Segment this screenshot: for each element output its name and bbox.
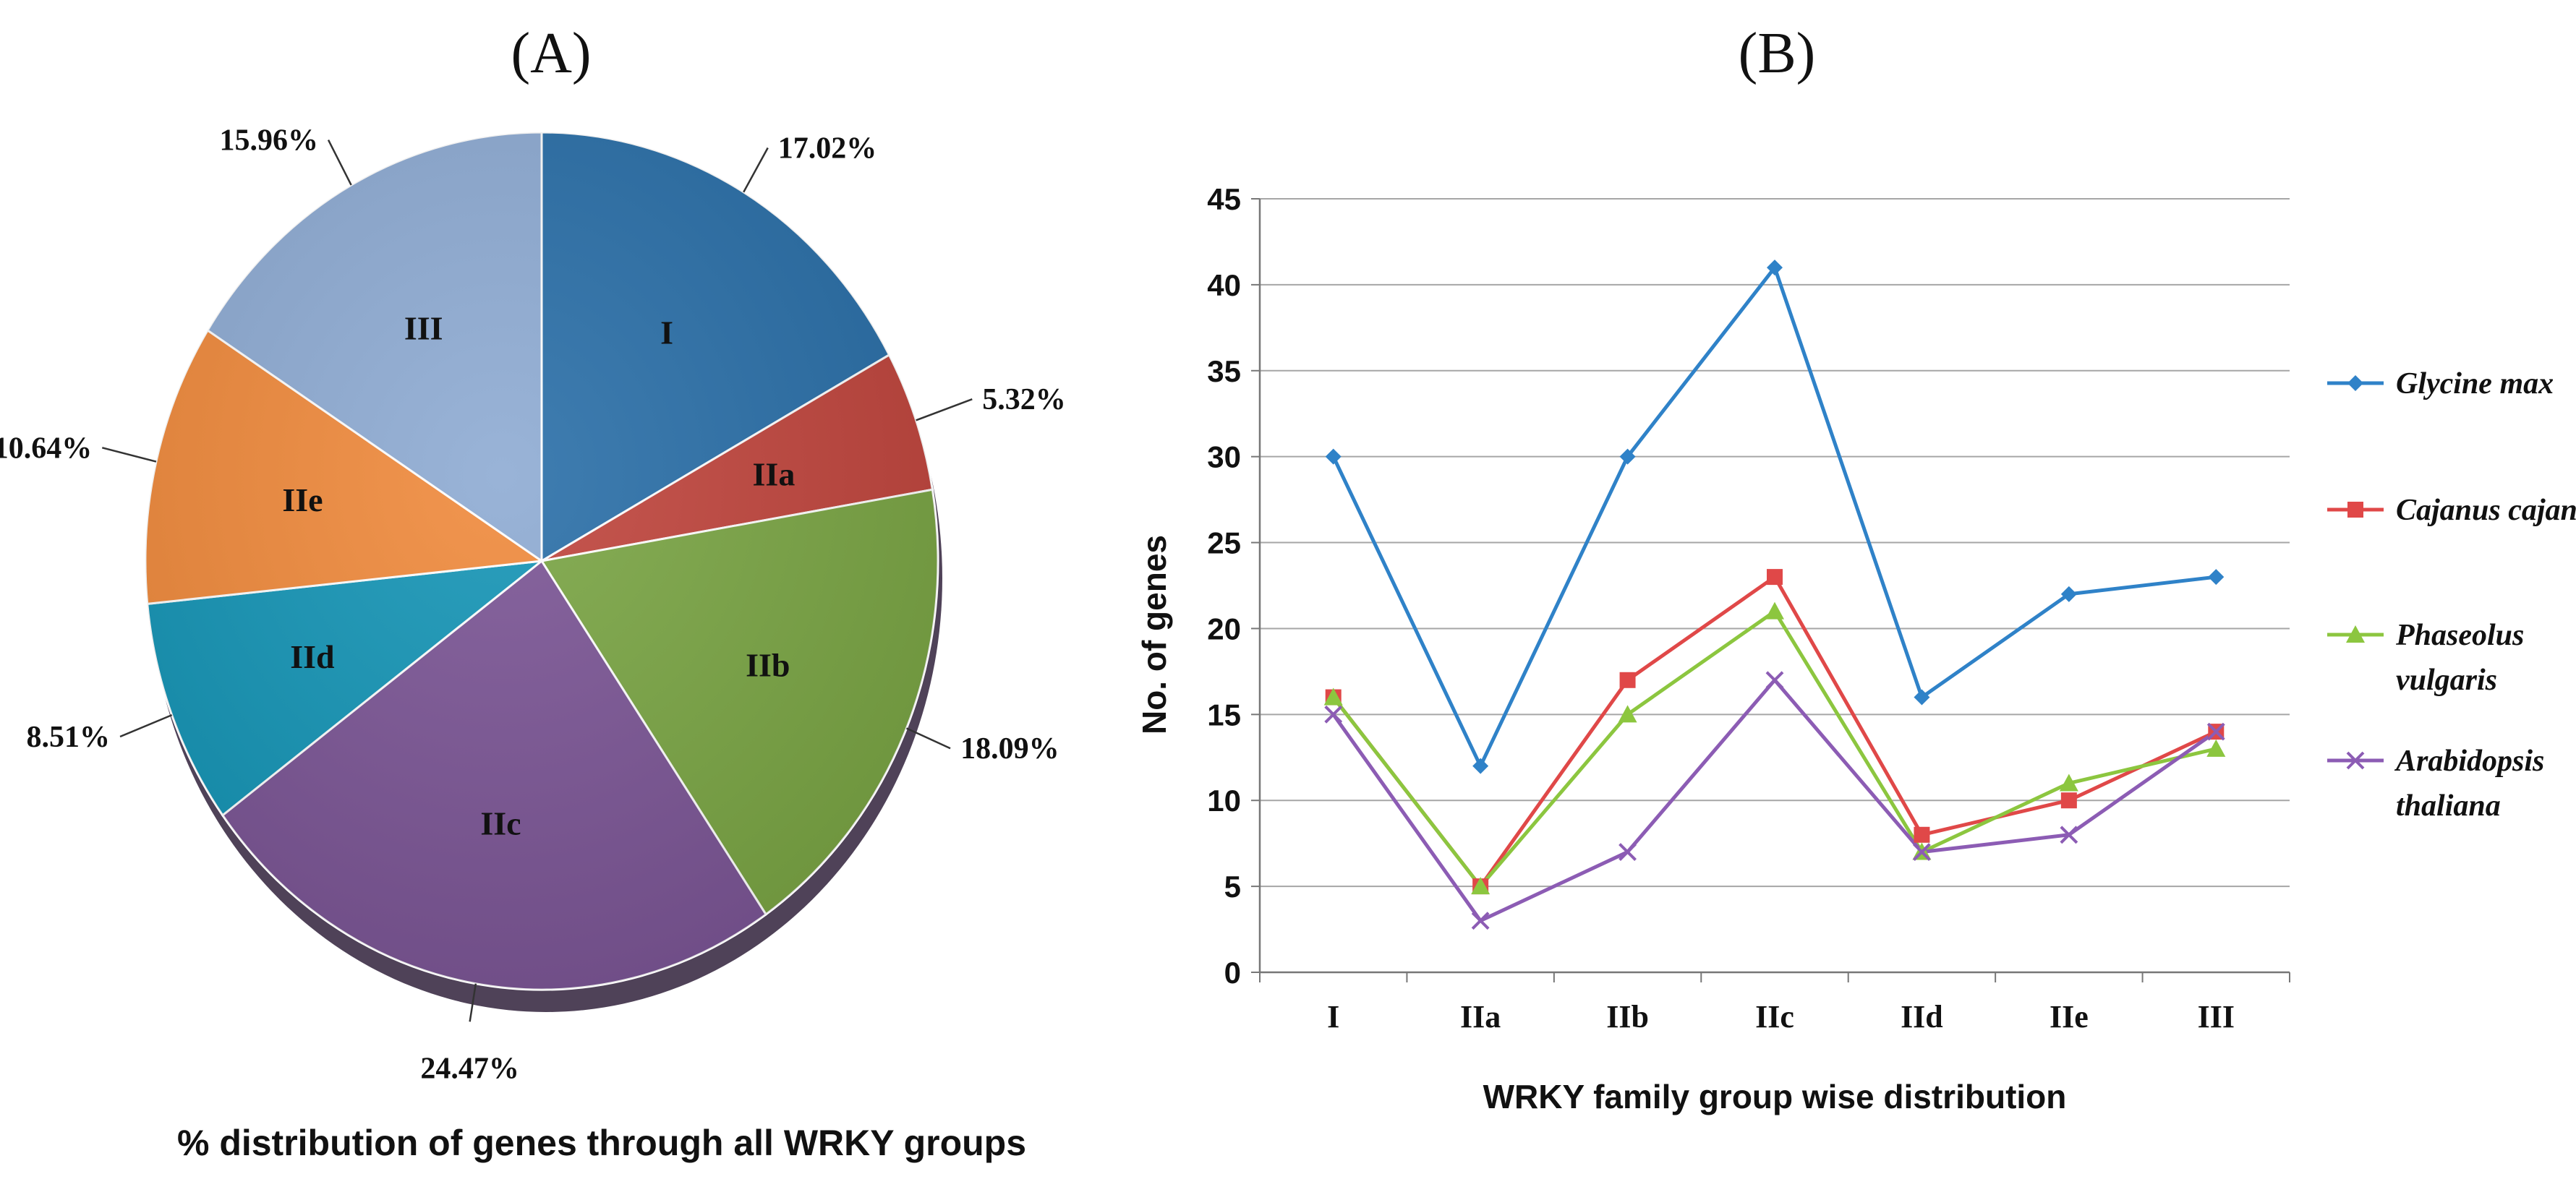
x-tick-label-iie: IIe <box>2050 999 2089 1034</box>
point-phaseolus-vulgaris-iib <box>1618 705 1637 723</box>
x-tick-labels: I IIa IIb IIc IId IIe III <box>1327 999 2235 1034</box>
pie-leader-iii <box>327 140 352 186</box>
point-cajanus-cajan-iib <box>1619 672 1636 688</box>
y-tick-label-35: 35 <box>1207 354 1241 388</box>
y-tick-label-20: 20 <box>1207 612 1241 646</box>
legend-item-cajanus-cajan: Cajanus cajan <box>2327 494 2576 527</box>
series-line-phaseolus-vulgaris <box>1331 609 2217 888</box>
point-arabidopsis-thaliana-i <box>1324 705 1343 724</box>
point-glycine-max-iii <box>2208 569 2225 586</box>
y-tick-label-15: 15 <box>1207 698 1241 732</box>
point-phaseolus-vulgaris-i <box>1323 687 1343 706</box>
pie-slices <box>144 131 939 991</box>
panel-a-label: (A) <box>511 22 591 85</box>
series-lines <box>1331 265 2217 923</box>
point-arabidopsis-thaliana-iic <box>1765 671 1784 690</box>
legend-item-glycine-max: Glycine max <box>2327 367 2554 400</box>
point-phaseolus-vulgaris-iic <box>1765 601 1784 620</box>
legend-label-phaseolus-vulgaris: Phaseolus <box>2395 619 2524 652</box>
point-arabidopsis-thaliana-iii <box>2206 722 2225 741</box>
x-tick-label-iic: IIc <box>1755 999 1794 1034</box>
point-phaseolus-vulgaris-iie <box>2059 774 2078 792</box>
pie-percent-iia: 5.32% <box>982 383 1066 416</box>
legend: Glycine max Cajanus cajan Phaseolus vulgari… <box>2327 367 2576 823</box>
legend-label-arabidopsis-thaliana-line2: thaliana <box>2396 789 2501 823</box>
point-glycine-max-iid <box>1914 689 1930 706</box>
y-tick-labels: 0 5 10 15 20 25 30 35 40 45 <box>1207 182 1241 990</box>
pie-leader-iic <box>469 983 477 1022</box>
point-arabidopsis-thaliana-iib <box>1618 843 1637 861</box>
point-glycine-max-iie <box>2060 586 2077 602</box>
pie-caption: % distribution of genes through all WRKY… <box>177 1123 1026 1163</box>
grid-lines <box>1260 198 2290 888</box>
pie-percent-iie: 10.64% <box>0 432 92 465</box>
point-phaseolus-vulgaris-iii <box>2206 739 2226 757</box>
pie-percent-i: 17.02% <box>778 132 877 166</box>
x-tick-label-iia: IIa <box>1460 999 1501 1034</box>
point-arabidopsis-thaliana-iid <box>1913 843 1931 861</box>
pie-leader-i <box>743 147 769 193</box>
x-tick-label-iib: IIb <box>1606 999 1649 1034</box>
y-axis-label: No. of genes <box>1135 535 1173 734</box>
legend-label-phaseolus-vulgaris-line2: vulgaris <box>2396 664 2497 697</box>
x-tick-label-iid: IId <box>1901 999 1943 1034</box>
pie-slice-label-i: I <box>660 314 673 351</box>
point-glycine-max-iia <box>1472 758 1489 774</box>
pie-slice-label-iid: IId <box>290 638 335 675</box>
point-cajanus-cajan-iic <box>1767 569 1783 586</box>
pie-slice-label-iii: III <box>404 310 443 347</box>
y-tick-label-30: 30 <box>1207 440 1241 474</box>
point-cajanus-cajan-iid <box>1914 826 1930 843</box>
pie-slice-label-iic: IIc <box>480 805 521 842</box>
point-arabidopsis-thaliana-iie <box>2060 826 2078 844</box>
pie-inner-labels: I IIa IIb IIc IId IIe III <box>282 310 795 842</box>
pie-slice-label-iia: IIa <box>753 455 796 492</box>
point-arabidopsis-thaliana-iia <box>1471 912 1490 930</box>
legend-marker-arabidopsis-thaliana <box>2346 751 2365 770</box>
pie-percent-labels: 17.02% 5.32% 18.09% 24.47% 8.51% 10.64% 15.96% <box>0 124 1066 1086</box>
series-line-glycine-max <box>1331 265 2217 768</box>
y-tick-label-0: 0 <box>1224 956 1241 990</box>
pie-chart-panel: (A) I IIa IIb IIc IId IIe III 17.02% 5.32% 18.09… <box>0 22 1066 1163</box>
pie-leader-lines <box>101 140 973 1022</box>
panel-b-label: (B) <box>1739 22 1816 85</box>
point-phaseolus-vulgaris-iia <box>1471 877 1490 895</box>
point-glycine-max-iib <box>1619 448 1636 465</box>
x-tick-label-iii: III <box>2198 999 2235 1034</box>
legend-item-arabidopsis-thaliana: Arabidopsis thaliana <box>2327 745 2544 823</box>
legend-marker-phaseolus-vulgaris <box>2346 625 2365 643</box>
x-axis-label: WRKY family group wise distribution <box>1483 1078 2067 1115</box>
pie-slice-label-iib: IIb <box>746 647 790 684</box>
legend-item-phaseolus-vulgaris: Phaseolus vulgaris <box>2327 619 2524 697</box>
pie-percent-iic: 24.47% <box>420 1052 519 1085</box>
legend-marker-cajanus-cajan <box>2347 502 2363 518</box>
y-tick-label-25: 25 <box>1207 526 1241 560</box>
pie-percent-iib: 18.09% <box>960 732 1059 766</box>
series-markers <box>1323 260 2226 930</box>
point-glycine-max-iic <box>1767 260 1783 276</box>
point-glycine-max-i <box>1325 448 1342 465</box>
axes <box>1251 198 2290 982</box>
y-tick-label-40: 40 <box>1207 268 1241 302</box>
y-tick-label-45: 45 <box>1207 182 1241 216</box>
pie-percent-iii: 15.96% <box>220 124 319 158</box>
legend-label-cajanus-cajan: Cajanus cajan <box>2396 494 2576 527</box>
y-tick-label-5: 5 <box>1224 870 1241 904</box>
pie-slice-label-iie: IIe <box>282 481 323 518</box>
y-tick-label-10: 10 <box>1207 784 1241 818</box>
legend-marker-glycine-max <box>2347 375 2363 391</box>
pie-leader-iib <box>906 727 951 750</box>
pie-percent-iid: 8.51% <box>27 721 111 754</box>
point-cajanus-cajan-iie <box>2060 792 2077 809</box>
legend-label-arabidopsis-thaliana: Arabidopsis <box>2394 745 2544 778</box>
pie-leader-iia <box>916 398 973 421</box>
pie-leader-iid <box>119 714 173 738</box>
legend-label-glycine-max: Glycine max <box>2396 367 2554 400</box>
x-tick-label-i: I <box>1327 999 1339 1034</box>
pie-leader-iie <box>101 447 157 463</box>
